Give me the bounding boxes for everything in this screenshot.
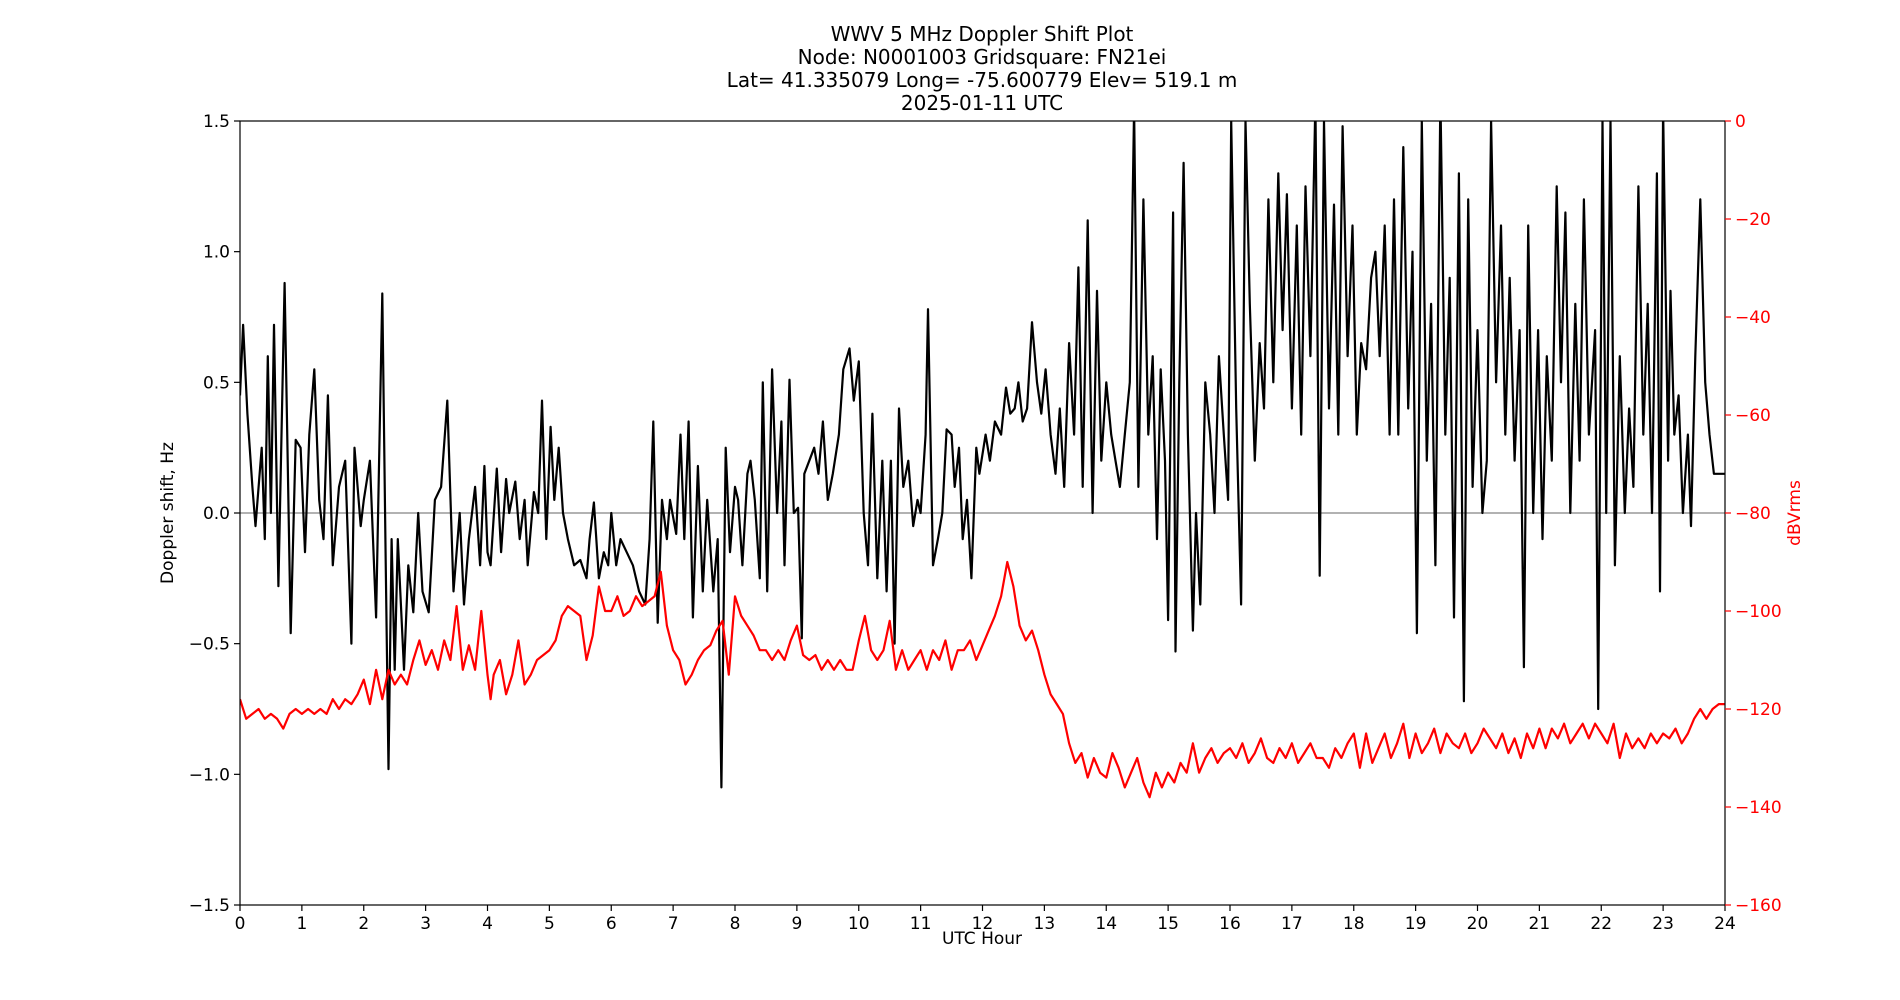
y-tick-label-right: −40 <box>1735 308 1771 328</box>
y-tick-label-left: 1.0 <box>203 243 230 263</box>
x-tick-label: 0 <box>235 914 246 934</box>
x-tick-label: 13 <box>1034 914 1056 934</box>
chart-title: WWV 5 MHz Doppler Shift Plot Node: N0001… <box>727 22 1238 115</box>
title-line-4: 2025-01-11 UTC <box>901 91 1063 115</box>
x-tick-label: 10 <box>848 914 870 934</box>
y-axis-label-left: Doppler shift, Hz <box>158 442 178 584</box>
x-tick-label: 9 <box>791 914 802 934</box>
x-tick-label: 6 <box>606 914 617 934</box>
y-tick-label-right: −120 <box>1735 700 1782 720</box>
y-axis-label-right: dBVrms <box>1785 480 1805 546</box>
x-tick-label: 24 <box>1714 914 1736 934</box>
x-tick-label: 2 <box>358 914 369 934</box>
y-tick-label-right: −100 <box>1735 602 1782 622</box>
y-tick-label-left: −0.5 <box>189 635 230 655</box>
x-tick-label: 21 <box>1529 914 1551 934</box>
y-tick-label-right: −140 <box>1735 798 1782 818</box>
y-tick-label-right: −80 <box>1735 504 1771 524</box>
y-tick-label-left: 0.5 <box>203 373 230 393</box>
y-tick-label-left: 1.5 <box>203 112 230 132</box>
y-tick-label-right: −160 <box>1735 896 1782 916</box>
x-tick-label: 18 <box>1343 914 1365 934</box>
x-tick-label: 4 <box>482 914 493 934</box>
x-tick-label: 16 <box>1219 914 1241 934</box>
x-tick-label: 3 <box>420 914 431 934</box>
x-tick-label: 7 <box>668 914 679 934</box>
y-tick-label-left: −1.5 <box>189 896 230 916</box>
x-tick-label: 17 <box>1281 914 1303 934</box>
x-tick-label: 8 <box>730 914 741 934</box>
x-tick-label: 14 <box>1095 914 1117 934</box>
x-axis-label: UTC Hour <box>942 929 1022 949</box>
x-tick-label: 5 <box>544 914 555 934</box>
y-tick-label-left: −1.0 <box>189 765 230 785</box>
axis-ticks: 0 1 2 3 4 5 6 7 8 9 10 11 12 13 14 15 16 17 18 19 20 21 22 23 24… <box>189 112 1782 934</box>
x-tick-label: 11 <box>910 914 932 934</box>
title-line-1: WWV 5 MHz Doppler Shift Plot <box>831 22 1134 46</box>
x-tick-label: 22 <box>1590 914 1612 934</box>
doppler-shift-series <box>240 121 1725 789</box>
title-line-3: Lat= 41.335079 Long= -75.600779 Elev= 51… <box>727 68 1238 92</box>
x-tick-label: 20 <box>1467 914 1489 934</box>
y-tick-label-right: 0 <box>1735 112 1746 132</box>
y-tick-label-left: 0.0 <box>203 504 230 524</box>
x-tick-label: 1 <box>296 914 307 934</box>
x-tick-label: 12 <box>972 914 994 934</box>
x-tick-label: 23 <box>1652 914 1674 934</box>
title-line-2: Node: N0001003 Gridsquare: FN21ei <box>798 45 1167 69</box>
x-tick-label: 19 <box>1405 914 1427 934</box>
x-tick-label: 15 <box>1157 914 1179 934</box>
signal-power-series <box>240 560 1725 799</box>
plot-area <box>239 120 1726 906</box>
y-tick-label-right: −20 <box>1735 210 1771 230</box>
y-tick-label-right: −60 <box>1735 406 1771 426</box>
